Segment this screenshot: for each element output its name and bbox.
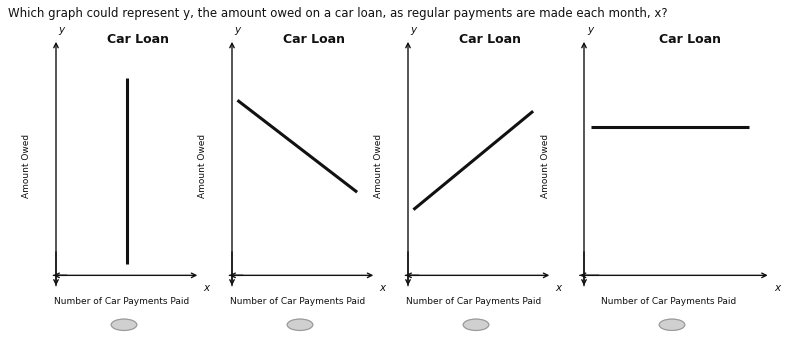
- Text: x: x: [203, 283, 209, 293]
- Text: Amount Owed: Amount Owed: [22, 134, 30, 198]
- Text: y: y: [58, 25, 65, 35]
- Text: Amount Owed: Amount Owed: [541, 134, 550, 198]
- Text: x: x: [555, 283, 561, 293]
- Text: x: x: [379, 283, 385, 293]
- Text: Car Loan: Car Loan: [282, 32, 345, 46]
- Text: Amount Owed: Amount Owed: [198, 134, 206, 198]
- Text: Car Loan: Car Loan: [658, 32, 721, 46]
- Text: y: y: [587, 25, 594, 35]
- Text: y: y: [234, 25, 241, 35]
- Text: Number of Car Payments Paid: Number of Car Payments Paid: [601, 297, 736, 306]
- Text: y: y: [410, 25, 417, 35]
- Text: Amount Owed: Amount Owed: [374, 134, 382, 198]
- Text: Car Loan: Car Loan: [458, 32, 521, 46]
- Text: Number of Car Payments Paid: Number of Car Payments Paid: [406, 297, 541, 306]
- Text: Number of Car Payments Paid: Number of Car Payments Paid: [54, 297, 189, 306]
- Text: Car Loan: Car Loan: [106, 32, 169, 46]
- Text: Number of Car Payments Paid: Number of Car Payments Paid: [230, 297, 365, 306]
- Text: x: x: [774, 283, 780, 293]
- Text: Which graph could represent y, the amount owed on a car loan, as regular payment: Which graph could represent y, the amoun…: [8, 7, 668, 20]
